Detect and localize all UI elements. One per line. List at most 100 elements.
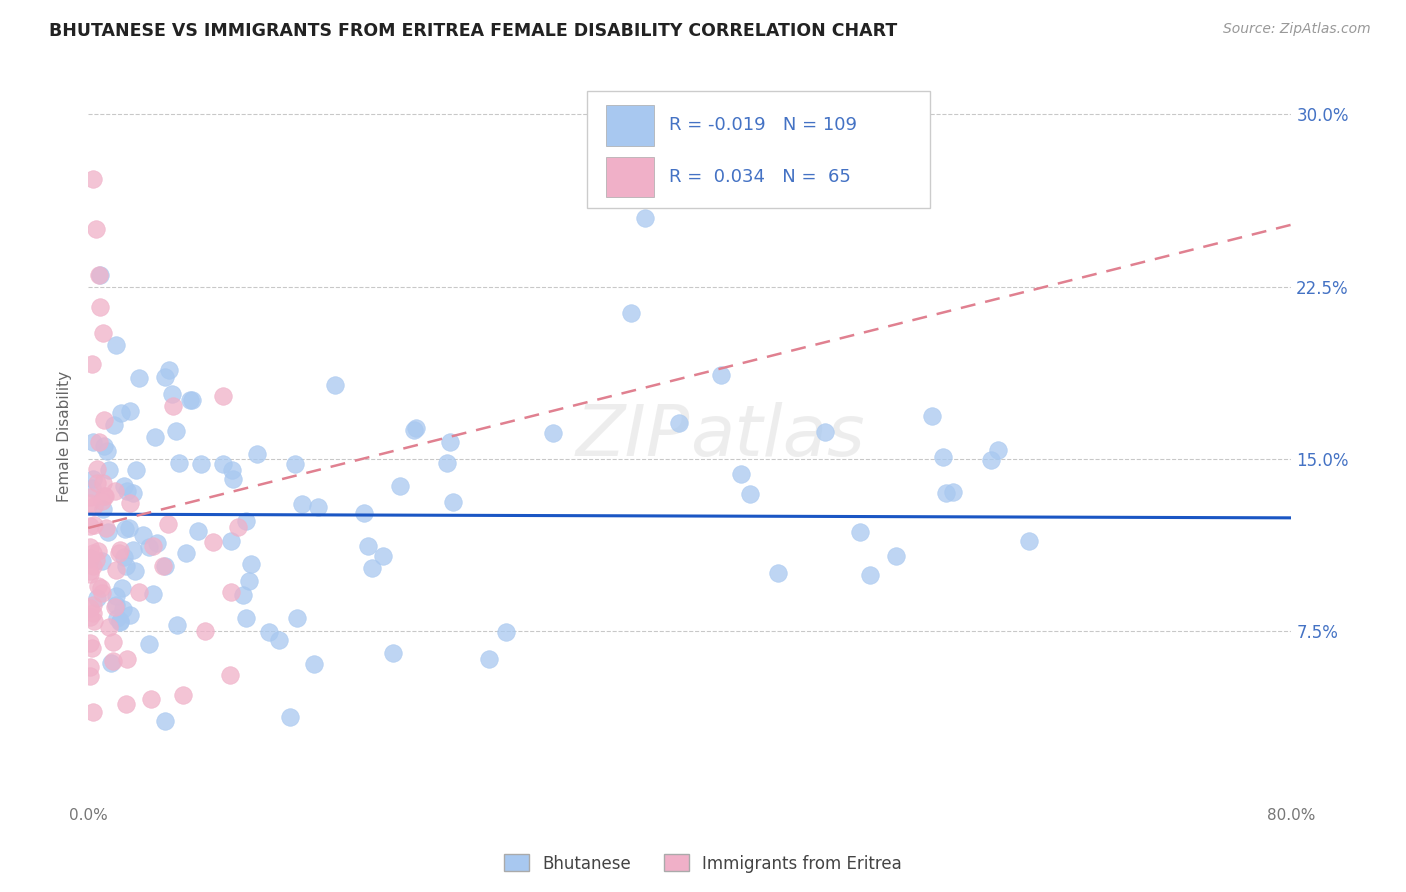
Point bbox=[80, 640, 103, 655]
Point bbox=[388, 479, 411, 493]
Point bbox=[278, 710, 301, 724]
Point bbox=[159, 363, 181, 377]
Point bbox=[82, 598, 104, 612]
Point bbox=[111, 601, 134, 615]
Point bbox=[82, 606, 104, 620]
Point bbox=[79, 600, 101, 615]
Point bbox=[79, 567, 101, 582]
Point bbox=[142, 587, 165, 601]
FancyBboxPatch shape bbox=[606, 105, 654, 145]
Point bbox=[82, 559, 104, 574]
Point bbox=[167, 456, 190, 470]
Point bbox=[141, 692, 163, 706]
Point bbox=[90, 581, 112, 595]
Point bbox=[221, 463, 243, 477]
Point bbox=[165, 425, 187, 439]
Point bbox=[436, 456, 458, 470]
Point bbox=[942, 485, 965, 500]
Point bbox=[849, 524, 872, 539]
Point bbox=[83, 614, 105, 628]
Point bbox=[79, 564, 101, 578]
Point bbox=[162, 400, 184, 414]
Text: Source: ZipAtlas.com: Source: ZipAtlas.com bbox=[1223, 22, 1371, 37]
Point bbox=[222, 472, 245, 486]
Point bbox=[153, 370, 176, 384]
Point bbox=[730, 467, 752, 482]
Point bbox=[145, 535, 167, 549]
Point bbox=[814, 425, 837, 439]
Point bbox=[105, 611, 128, 625]
Point bbox=[202, 535, 225, 549]
Point bbox=[128, 584, 150, 599]
Point bbox=[83, 499, 105, 513]
Point bbox=[291, 497, 314, 511]
Point bbox=[211, 457, 233, 471]
Text: BHUTANESE VS IMMIGRANTS FROM ERITREA FEMALE DISABILITY CORRELATION CHART: BHUTANESE VS IMMIGRANTS FROM ERITREA FEM… bbox=[49, 22, 897, 40]
Point bbox=[93, 489, 115, 503]
Point bbox=[104, 598, 127, 612]
Point bbox=[114, 523, 136, 537]
Point bbox=[110, 543, 132, 558]
Point bbox=[91, 501, 114, 516]
Point bbox=[1018, 533, 1040, 548]
Point bbox=[138, 540, 160, 554]
Point bbox=[357, 539, 380, 553]
Point bbox=[935, 486, 957, 500]
Point bbox=[283, 457, 305, 471]
Point bbox=[142, 540, 165, 554]
Point bbox=[104, 563, 127, 577]
Point bbox=[105, 338, 128, 352]
Point bbox=[212, 388, 235, 402]
Point bbox=[115, 484, 138, 499]
Point bbox=[768, 566, 790, 581]
Point bbox=[79, 551, 101, 566]
Point bbox=[353, 506, 375, 520]
Point bbox=[124, 564, 146, 578]
Point bbox=[439, 434, 461, 449]
Point bbox=[125, 463, 148, 477]
Text: atlas: atlas bbox=[690, 401, 865, 471]
Point bbox=[103, 635, 125, 649]
Point bbox=[302, 657, 325, 671]
Point bbox=[121, 543, 143, 558]
Point bbox=[91, 554, 114, 568]
Point bbox=[79, 669, 101, 683]
Point bbox=[83, 517, 105, 532]
Point bbox=[94, 489, 117, 503]
Point bbox=[884, 549, 907, 564]
Legend: Bhutanese, Immigrants from Eritrea: Bhutanese, Immigrants from Eritrea bbox=[498, 847, 908, 880]
Point bbox=[110, 615, 132, 630]
Point bbox=[79, 636, 101, 650]
Point bbox=[325, 377, 347, 392]
Point bbox=[153, 558, 176, 573]
Point bbox=[104, 599, 127, 614]
Point bbox=[218, 668, 240, 682]
Point bbox=[82, 358, 104, 372]
Point bbox=[405, 421, 427, 435]
Point bbox=[441, 495, 464, 509]
Point bbox=[382, 646, 405, 660]
Point bbox=[82, 435, 104, 450]
Point bbox=[166, 618, 188, 632]
Point bbox=[97, 620, 120, 634]
Point bbox=[219, 585, 242, 599]
Point bbox=[82, 705, 104, 719]
Point bbox=[117, 652, 139, 666]
Point bbox=[110, 406, 132, 420]
Point bbox=[108, 615, 131, 629]
Point bbox=[194, 624, 217, 639]
Point bbox=[87, 543, 110, 558]
Point bbox=[82, 171, 104, 186]
Point bbox=[115, 697, 138, 711]
Point bbox=[79, 610, 101, 624]
Point bbox=[112, 479, 135, 493]
Point bbox=[190, 457, 212, 471]
Point bbox=[86, 475, 108, 490]
Point bbox=[238, 574, 260, 588]
Point bbox=[93, 413, 115, 427]
Point bbox=[172, 689, 194, 703]
Point bbox=[87, 268, 110, 283]
Point bbox=[987, 442, 1010, 457]
Point bbox=[89, 301, 111, 315]
Point bbox=[541, 426, 564, 441]
